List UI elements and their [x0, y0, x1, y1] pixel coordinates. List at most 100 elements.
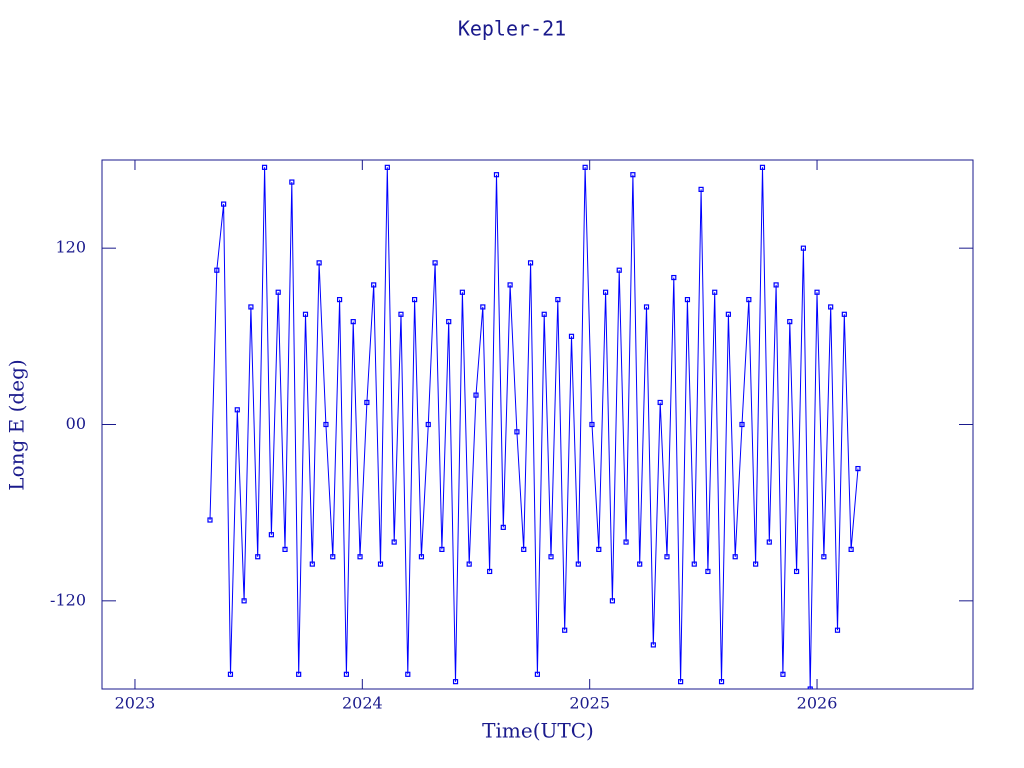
point — [227, 671, 234, 677]
point — [302, 311, 309, 317]
point — [828, 304, 834, 310]
point — [637, 561, 643, 567]
point — [514, 429, 520, 435]
point — [268, 532, 274, 538]
point — [507, 282, 513, 288]
point — [616, 267, 622, 273]
point — [780, 671, 786, 677]
point — [596, 546, 602, 553]
point — [793, 568, 800, 575]
point — [671, 274, 677, 281]
point — [718, 679, 725, 685]
point — [425, 421, 431, 428]
point — [534, 671, 540, 677]
point — [575, 561, 581, 567]
point — [841, 311, 847, 317]
point — [568, 333, 575, 339]
point — [834, 627, 841, 633]
point — [705, 568, 711, 575]
point — [698, 186, 704, 192]
point — [684, 296, 691, 303]
x-axis-label: Time(UTC) — [482, 719, 594, 743]
point — [282, 546, 288, 553]
point — [664, 554, 670, 560]
point — [732, 554, 738, 560]
point — [725, 311, 731, 317]
plot-area — [207, 164, 861, 689]
point — [855, 465, 861, 472]
point — [473, 392, 479, 398]
point — [296, 671, 302, 677]
point — [848, 546, 854, 553]
point — [480, 304, 486, 310]
point — [630, 172, 636, 178]
point — [241, 598, 247, 604]
point — [555, 296, 561, 303]
point — [746, 296, 752, 303]
x-tick-label: 2025 — [569, 694, 610, 713]
point — [807, 686, 813, 689]
point — [650, 642, 656, 648]
y-tick-label: 00 — [66, 414, 86, 433]
point — [377, 561, 384, 567]
point — [609, 598, 616, 604]
point — [562, 627, 568, 633]
y-axis-label: Long E (deg) — [5, 359, 29, 490]
point — [657, 399, 663, 406]
point — [459, 289, 465, 295]
point — [800, 245, 806, 251]
point — [439, 546, 445, 553]
point — [336, 296, 343, 303]
point — [418, 554, 425, 560]
y-tick-label: 120 — [55, 238, 86, 257]
point — [500, 524, 506, 530]
point — [316, 260, 322, 266]
point — [814, 289, 820, 295]
series-line — [209, 167, 859, 689]
point — [602, 289, 609, 295]
point — [261, 164, 268, 170]
point — [712, 289, 718, 295]
point — [589, 421, 595, 428]
x-tick-label: 2026 — [797, 694, 838, 713]
point — [214, 267, 220, 273]
point — [221, 201, 227, 207]
chart-title: Kepler-21 — [458, 17, 566, 41]
point — [759, 164, 766, 170]
x-tick-label: 2023 — [115, 694, 156, 713]
point — [678, 679, 684, 685]
point — [527, 260, 534, 266]
point — [255, 554, 261, 560]
point — [521, 546, 527, 553]
point — [773, 282, 779, 288]
x-tick-label: 2024 — [342, 694, 383, 713]
point — [739, 421, 745, 428]
point — [398, 311, 404, 317]
point — [623, 539, 629, 545]
point — [405, 671, 411, 677]
point — [466, 561, 472, 567]
point — [371, 282, 377, 288]
point — [487, 568, 493, 575]
point — [582, 164, 588, 170]
point — [275, 289, 281, 295]
point — [391, 539, 397, 545]
point — [548, 554, 554, 560]
point — [357, 554, 363, 560]
point — [452, 679, 459, 685]
y-tick-label: -120 — [50, 590, 86, 609]
point — [412, 296, 418, 303]
point — [753, 561, 759, 567]
point — [787, 319, 793, 325]
point — [541, 311, 547, 317]
point — [643, 304, 650, 310]
point — [343, 671, 350, 677]
point — [309, 561, 315, 567]
point — [384, 164, 390, 170]
point — [330, 554, 336, 560]
point — [364, 399, 370, 406]
point — [493, 172, 500, 178]
point — [691, 561, 697, 567]
point — [234, 407, 240, 413]
